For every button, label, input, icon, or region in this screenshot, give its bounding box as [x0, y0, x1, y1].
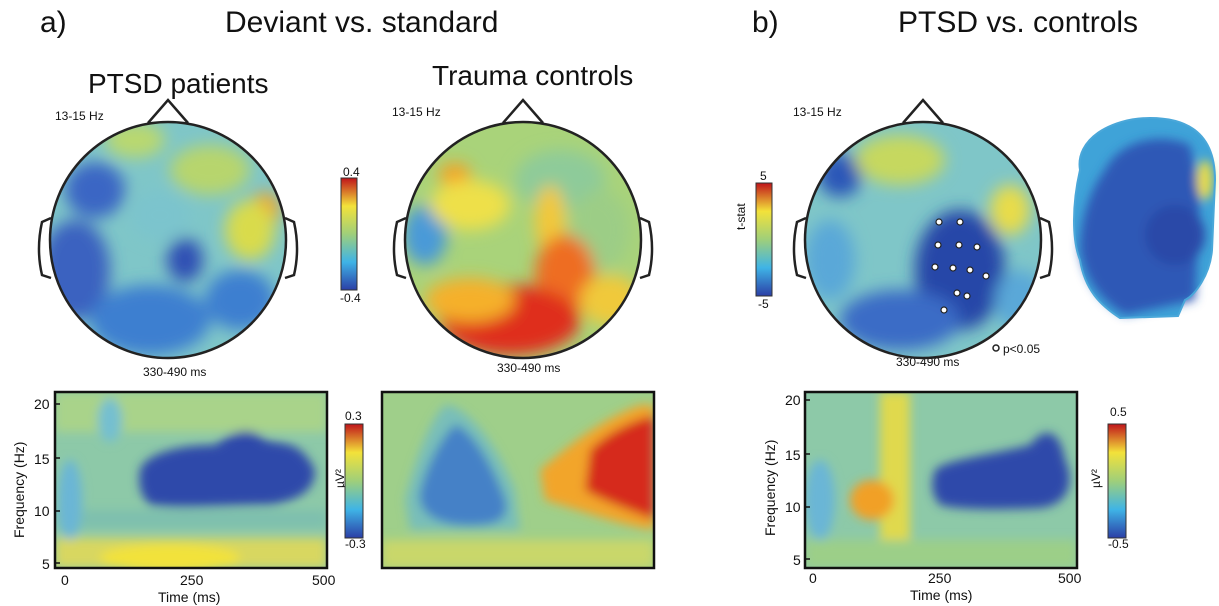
significance-marker-icon — [992, 344, 1000, 352]
freq-band-label-controls: 13-15 Hz — [392, 105, 441, 119]
tf-map-controls — [380, 390, 656, 570]
xtick-b-500: 500 — [1058, 570, 1082, 586]
ear-right-icon — [639, 216, 654, 280]
nose-icon — [902, 98, 944, 124]
panel-a-title: Deviant vs. standard — [225, 6, 499, 39]
tf-colorbar-min-b: -0.5 — [1108, 537, 1129, 551]
xtick-a-0: 0 — [61, 572, 69, 588]
xtick-b-250: 250 — [928, 570, 952, 586]
time-window-label-controls: 330-490 ms — [497, 361, 561, 375]
time-window-label-ptsd: 330-490 ms — [143, 365, 207, 379]
tf-colorbar-min-a: -0.3 — [345, 537, 366, 551]
ear-left-icon — [792, 216, 807, 280]
topo-colorbar-min-a: -0.4 — [340, 291, 361, 305]
ytick-b-10: 10 — [785, 499, 801, 515]
topo-colorbar-a — [340, 177, 358, 291]
tf-map-ptsd — [53, 390, 329, 570]
tf-colorbar-max-b: 0.5 — [1110, 405, 1127, 419]
ytick-b-5: 5 — [793, 552, 801, 568]
xlabel-a: Time (ms) — [158, 589, 221, 605]
tf-colorbar-max-a: 0.3 — [345, 409, 362, 423]
topo-colorbar-max-b: 5 — [760, 169, 767, 183]
panel-b-letter: b) — [752, 6, 779, 39]
ear-left-icon — [392, 216, 407, 280]
topo-colorbar-b — [755, 182, 773, 297]
nose-icon — [147, 98, 189, 124]
xtick-a-500: 500 — [312, 572, 336, 588]
freq-band-label-diff: 13-15 Hz — [793, 105, 842, 119]
topomap-difference — [792, 98, 1054, 360]
tf-axis-ticks — [55, 399, 810, 564]
freq-band-label-ptsd: 13-15 Hz — [55, 109, 104, 123]
tf-colorbar-a — [344, 423, 364, 539]
nose-icon — [502, 98, 544, 124]
ytick-a-15: 15 — [34, 451, 50, 467]
panel-a-letter: a) — [40, 6, 67, 39]
xtick-a-250: 250 — [180, 572, 204, 588]
ear-right-icon — [284, 216, 299, 280]
xlabel-b: Time (ms) — [910, 587, 973, 603]
ear-left-icon — [37, 216, 52, 280]
significance-legend-text: p<0.05 — [1003, 342, 1041, 356]
xtick-b-0: 0 — [809, 570, 817, 586]
ptsd-patients-subtitle: PTSD patients — [88, 68, 269, 99]
topo-colorbar-max-a: 0.4 — [343, 165, 360, 179]
topomap-controls — [392, 98, 654, 360]
topo-colorbar-min-b: -5 — [758, 297, 769, 311]
panel-b-title: PTSD vs. controls — [898, 6, 1139, 39]
ytick-a-5: 5 — [42, 556, 50, 572]
ytick-a-10: 10 — [34, 503, 50, 519]
significant-electrodes — [931, 218, 990, 314]
ytick-b-20: 20 — [785, 392, 801, 408]
tf-colorbar-b — [1107, 423, 1127, 539]
topomap-ptsd — [37, 98, 299, 360]
tf-map-difference — [803, 390, 1079, 570]
head-3d-render — [1073, 116, 1217, 320]
ytick-a-20: 20 — [34, 396, 50, 412]
ear-right-icon — [1039, 216, 1054, 280]
ytick-b-15: 15 — [785, 447, 801, 463]
time-window-label-diff: 330-490 ms — [896, 355, 960, 369]
trauma-controls-subtitle: Trauma controls — [432, 60, 634, 91]
